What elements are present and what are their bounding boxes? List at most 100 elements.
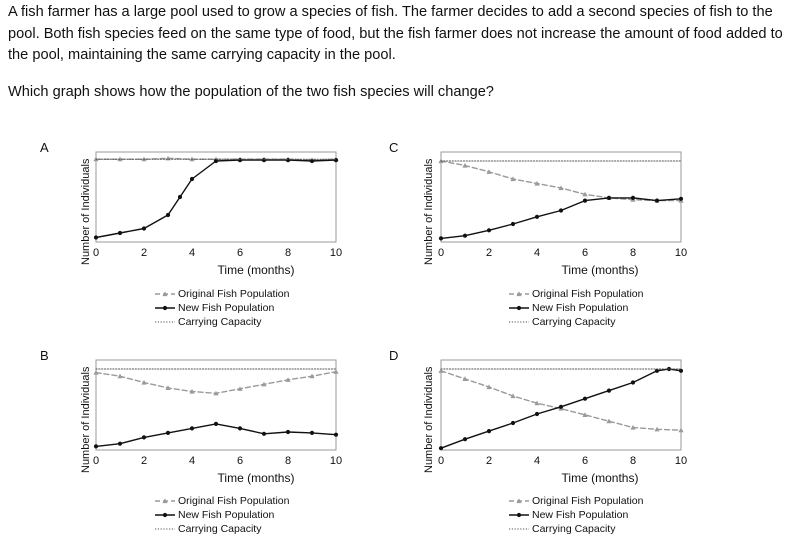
legend-swatch-marker [162, 291, 168, 297]
legend-label: New Fish Population [532, 302, 629, 314]
legend-item: New Fish Population [154, 301, 289, 315]
x-tick-label: 8 [630, 455, 636, 467]
legend: Original Fish Population New Fish Populat… [154, 494, 289, 536]
chart-panel-b: B Number of Individuals 0 2 4 6 8 10 Time (mo… [30, 346, 410, 546]
legend-item: Original Fish Population [508, 287, 643, 301]
legend-label: Carrying Capacity [178, 523, 262, 535]
original-fish-point [678, 427, 684, 433]
new-fish-line [440, 197, 682, 240]
new-fish-point [117, 441, 123, 446]
legend-swatch-marker [516, 512, 522, 518]
new-fish-point [534, 214, 540, 219]
legend-swatch [155, 512, 175, 518]
legend-item: Carrying Capacity [508, 522, 643, 536]
legend-swatch [155, 291, 175, 297]
legend-label: New Fish Population [532, 509, 629, 521]
new-fish-point [93, 444, 99, 449]
original-fish-point [333, 369, 339, 374]
question-prompt: Which graph shows how the population of … [8, 84, 494, 100]
x-tick-label: 10 [330, 247, 342, 259]
plot-frame [95, 359, 337, 451]
new-fish-point [117, 230, 123, 236]
legend-swatch-marker [162, 512, 168, 518]
new-fish-point [582, 396, 588, 401]
original-fish-point [486, 384, 492, 390]
panel-label: B [40, 348, 49, 363]
panel-label: C [389, 140, 399, 155]
legend-swatch-marker [162, 305, 168, 311]
original-fish-point [309, 373, 315, 379]
legend-item: Carrying Capacity [508, 315, 643, 329]
new-fish-series [438, 366, 684, 451]
panel-label: A [40, 140, 49, 155]
new-fish-point [630, 380, 636, 385]
x-tick-label: 0 [93, 455, 99, 467]
legend-swatch [509, 512, 529, 518]
x-axis-label: Time (months) [561, 471, 639, 485]
original-fish-point [189, 388, 195, 394]
new-fish-line [95, 423, 337, 448]
x-tick-label: 4 [534, 455, 540, 467]
legend-item: New Fish Population [154, 508, 289, 522]
new-fish-point [558, 208, 564, 213]
new-fish-point [189, 426, 195, 431]
original-fish-point [462, 162, 468, 168]
new-fish-point [438, 446, 444, 451]
new-fish-point [285, 158, 291, 163]
new-fish-point [678, 368, 684, 373]
new-fish-point [333, 158, 339, 163]
legend-swatch-marker [162, 498, 168, 504]
legend-label: Carrying Capacity [532, 523, 616, 535]
original-fish-point [534, 400, 540, 406]
chart-panel-c: C Number of Individuals 0 2 4 6 8 10 Time (mo… [375, 138, 755, 338]
new-fish-series [93, 158, 339, 240]
new-fish-point [165, 212, 171, 218]
new-fish-point [678, 196, 684, 201]
new-fish-point [606, 195, 612, 200]
legend-item: New Fish Population [508, 301, 643, 315]
new-fish-point [438, 236, 444, 241]
legend-swatch-marker [516, 291, 522, 297]
original-fish-point [582, 412, 588, 417]
x-tick-label: 0 [438, 455, 444, 467]
legend-label: Original Fish Population [178, 288, 290, 300]
new-fish-point [261, 158, 267, 163]
new-fish-point [486, 429, 492, 434]
legend-label: New Fish Population [178, 509, 275, 521]
original-fish-point [510, 176, 516, 182]
x-tick-label: 2 [141, 247, 147, 259]
original-fish-point [93, 370, 99, 375]
new-fish-point [237, 158, 243, 163]
new-fish-point [582, 198, 588, 203]
original-fish-point [165, 385, 171, 390]
legend: Original Fish Population New Fish Populat… [508, 494, 643, 536]
new-fish-point [510, 221, 516, 227]
new-fish-point [534, 411, 540, 417]
original-fish-series [438, 158, 684, 203]
legend-label: Carrying Capacity [178, 316, 262, 328]
new-fish-point [177, 194, 183, 200]
legend-swatch [155, 305, 175, 311]
line-chart: 0 2 4 6 8 10 [438, 359, 687, 467]
new-fish-point [309, 430, 315, 435]
line-chart: 0 2 4 6 8 10 [93, 151, 342, 259]
original-fish-point [462, 376, 468, 381]
legend-item: Carrying Capacity [154, 315, 289, 329]
line-chart: 0 2 4 6 8 10 [438, 151, 687, 259]
legend-swatch [155, 528, 175, 530]
question-text: A fish farmer has a large pool used to g… [8, 2, 798, 100]
new-fish-point [654, 198, 660, 203]
x-tick-label: 4 [534, 247, 540, 259]
legend-label: Original Fish Population [532, 288, 644, 300]
legend-item: New Fish Population [508, 508, 643, 522]
new-fish-point [213, 421, 219, 426]
legend-swatch [509, 498, 529, 504]
legend-swatch [509, 291, 529, 297]
x-tick-label: 2 [141, 455, 147, 467]
new-fish-line [95, 159, 337, 239]
x-tick-label: 8 [285, 455, 291, 467]
new-fish-point [486, 228, 492, 233]
original-fish-point [486, 169, 492, 174]
new-fish-point [462, 437, 468, 442]
legend-swatch [509, 305, 529, 311]
